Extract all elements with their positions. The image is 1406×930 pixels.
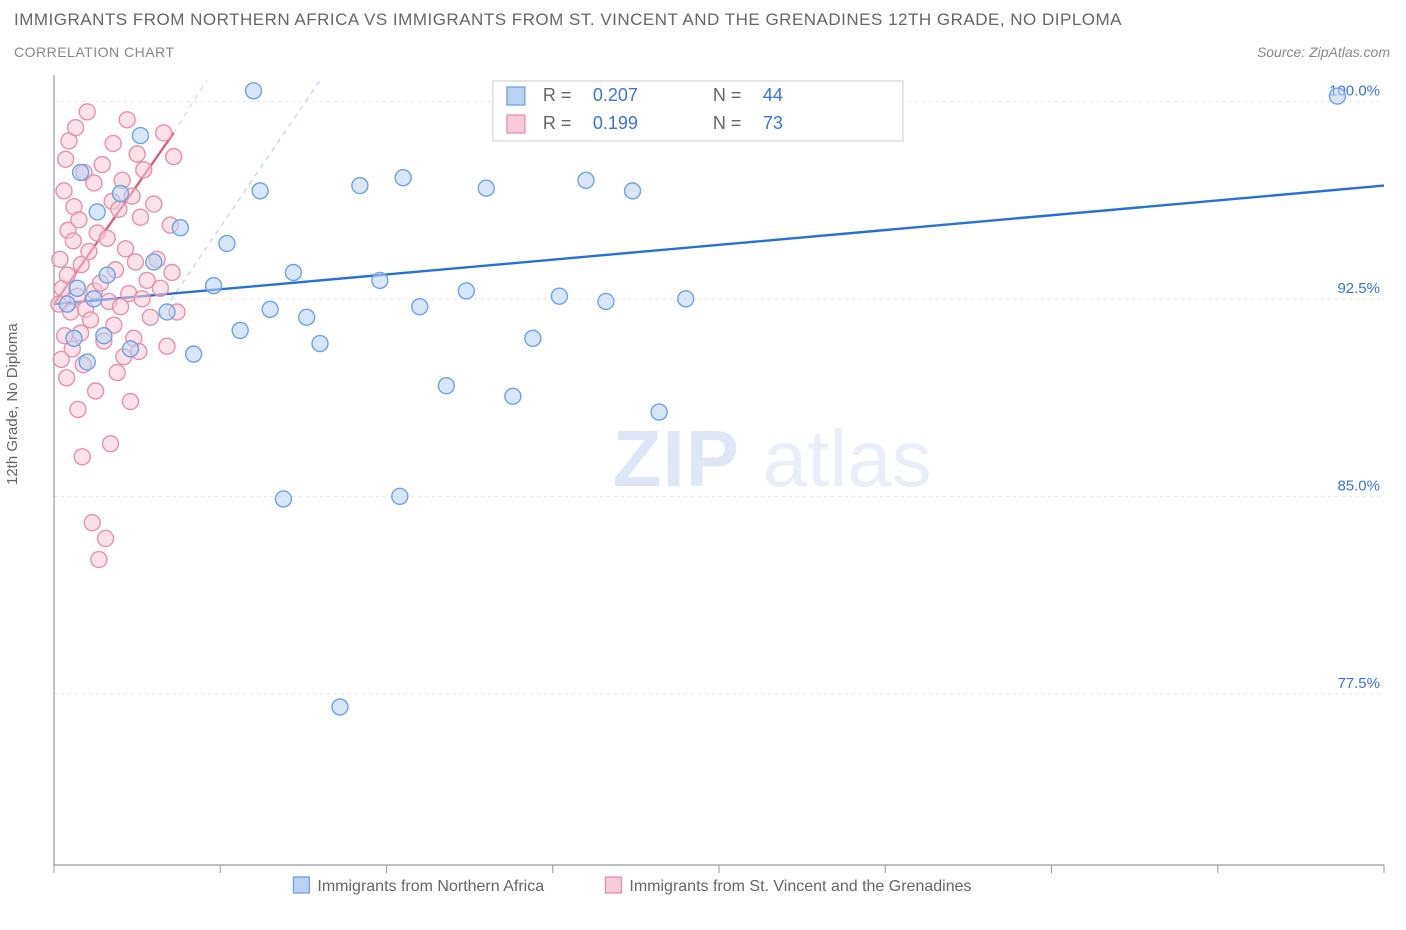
svg-text:ZIP: ZIP — [613, 414, 740, 503]
svg-text:N =: N = — [713, 113, 742, 133]
svg-text:atlas: atlas — [763, 414, 932, 503]
svg-text:N =: N = — [713, 85, 742, 105]
page-subtitle: CORRELATION CHART — [14, 44, 174, 60]
y-axis-label: 12th Grade, No Diploma — [4, 323, 21, 485]
source-label: Source: ZipAtlas.com — [1257, 44, 1390, 60]
chart-container: 12th Grade, No Diploma 100.0%92.5%85.0%7… — [14, 75, 1392, 905]
svg-text:0.199: 0.199 — [593, 113, 638, 133]
page-title: IMMIGRANTS FROM NORTHERN AFRICA VS IMMIG… — [14, 10, 1122, 30]
svg-text:73: 73 — [763, 113, 783, 133]
svg-text:R =: R = — [543, 85, 572, 105]
scatter-chart: 100.0%92.5%85.0%77.5%ZIPatlasR =0.207N =… — [14, 75, 1392, 905]
svg-text:0.207: 0.207 — [593, 85, 638, 105]
svg-text:92.5%: 92.5% — [1337, 280, 1380, 297]
svg-text:44: 44 — [763, 85, 783, 105]
svg-text:R =: R = — [543, 113, 572, 133]
svg-text:77.5%: 77.5% — [1337, 675, 1380, 692]
svg-text:85.0%: 85.0% — [1337, 477, 1380, 494]
svg-text:Immigrants from St. Vincent an: Immigrants from St. Vincent and the Gren… — [629, 878, 971, 895]
svg-text:Immigrants from Northern Afric: Immigrants from Northern Africa — [317, 878, 544, 895]
